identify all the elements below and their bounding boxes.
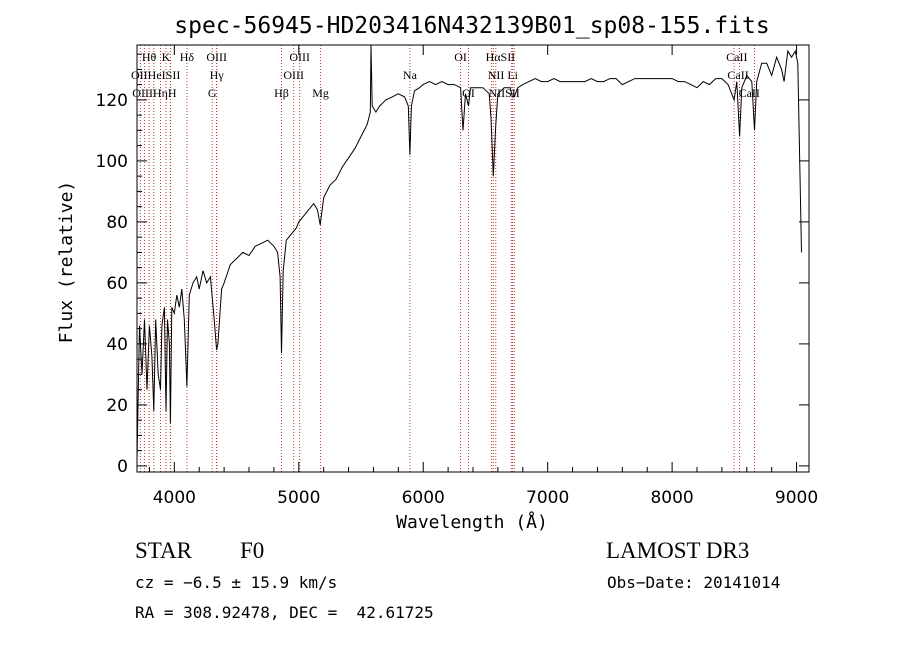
line-label-16: Hβ bbox=[274, 86, 289, 100]
x-axis-ticks: 4000 5000 6000 7000 8000 9000 bbox=[148, 45, 818, 508]
line-label-9: Hγ bbox=[210, 68, 225, 82]
line-label-8: OIIHeISII bbox=[131, 68, 180, 82]
line-label-0: Hθ bbox=[142, 50, 157, 64]
x-tick-label-4: 8000 bbox=[650, 488, 693, 508]
line-label-10: OIII bbox=[283, 68, 304, 82]
chart-title: spec-56945-HD203416N432139B01_sp08-155.f… bbox=[174, 13, 769, 39]
line-label-3: OIII bbox=[206, 50, 227, 64]
spectrum-line bbox=[136, 44, 802, 460]
y-axis-ticks: 0 20 40 60 80 100 120 bbox=[96, 53, 809, 477]
y-tick-label-1: 20 bbox=[106, 396, 128, 416]
line-label-11: Na bbox=[403, 68, 418, 82]
line-label-7: CaII bbox=[726, 50, 747, 64]
x-tick-label-2: 6000 bbox=[402, 488, 445, 508]
survey-name: LAMOST DR3 bbox=[606, 538, 750, 563]
line-markers bbox=[139, 45, 755, 472]
x-tick-label-0: 4000 bbox=[153, 488, 196, 508]
plot-frame bbox=[136, 44, 810, 473]
x-tick-label-5: 9000 bbox=[775, 488, 818, 508]
redshift-velocity: cz = −6.5 ± 15.9 km/s bbox=[135, 573, 338, 592]
y-tick-label-6: 120 bbox=[96, 91, 128, 111]
coordinates: RA = 308.92478, DEC = 42.61725 bbox=[135, 603, 434, 622]
observation-date: Obs−Date: 20141014 bbox=[607, 573, 781, 592]
object-class: STAR bbox=[135, 538, 192, 563]
line-label-20: CaII bbox=[739, 86, 760, 100]
line-label-5: OI bbox=[454, 50, 467, 64]
line-label-6: HαSII bbox=[486, 50, 516, 64]
line-label-4: OIII bbox=[289, 50, 310, 64]
x-axis-label: Wavelength (Å) bbox=[396, 511, 548, 533]
line-label-13: CaII bbox=[727, 68, 748, 82]
line-labels: Hθ K Hδ OIII OIII OI HαSII CaII OIIHeISII Hγ OIII N… bbox=[131, 50, 760, 100]
line-label-12: NII Li bbox=[488, 68, 519, 82]
y-tick-label-0: 0 bbox=[117, 457, 128, 477]
object-subclass: F0 bbox=[240, 538, 265, 563]
x-tick-label-3: 7000 bbox=[526, 488, 569, 508]
line-label-17: Mg bbox=[312, 86, 329, 100]
x-tick-label-1: 5000 bbox=[277, 488, 320, 508]
y-tick-label-3: 60 bbox=[106, 274, 128, 294]
line-label-2: Hδ bbox=[180, 50, 195, 64]
line-label-1: K bbox=[162, 50, 171, 64]
line-label-15: G bbox=[208, 86, 217, 100]
y-axis-label: Flux (relative) bbox=[56, 181, 77, 344]
y-tick-label-2: 40 bbox=[106, 335, 128, 355]
line-label-14: OIIIHηH bbox=[132, 86, 177, 100]
y-tick-label-4: 80 bbox=[106, 213, 128, 233]
y-tick-label-5: 100 bbox=[96, 152, 128, 172]
